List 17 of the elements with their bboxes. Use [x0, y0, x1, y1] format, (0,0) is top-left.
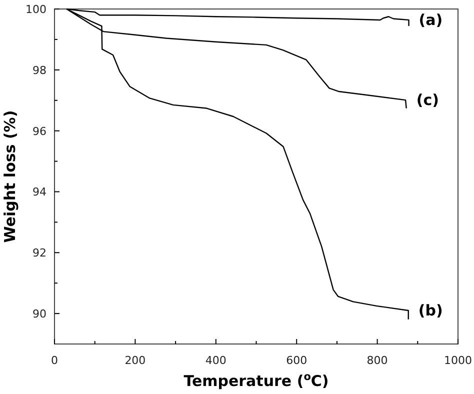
- series-label: (b): [418, 302, 443, 320]
- y-axis-title: Weight loss (%): [1, 110, 19, 243]
- y-tick-label: 92: [32, 246, 46, 260]
- x-tick-label: 1000: [444, 354, 472, 367]
- series-label: (c): [416, 91, 439, 110]
- x-axis-title: Temperature ($^{o}$C): [184, 371, 329, 390]
- x-tick-label: 200: [124, 354, 146, 367]
- x-tick-label: 0: [51, 354, 58, 367]
- x-tick-label: 800: [366, 354, 388, 367]
- y-tick-label: 98: [32, 64, 46, 77]
- y-tick-label: 96: [32, 124, 46, 138]
- y-tick-label: 90: [32, 308, 46, 321]
- x-tick-label: 600: [286, 354, 308, 367]
- y-tick-label: 94: [32, 186, 46, 199]
- series-label: (a): [418, 10, 443, 29]
- x-tick-label: 400: [205, 354, 226, 367]
- y-tick-label: 100: [26, 3, 46, 16]
